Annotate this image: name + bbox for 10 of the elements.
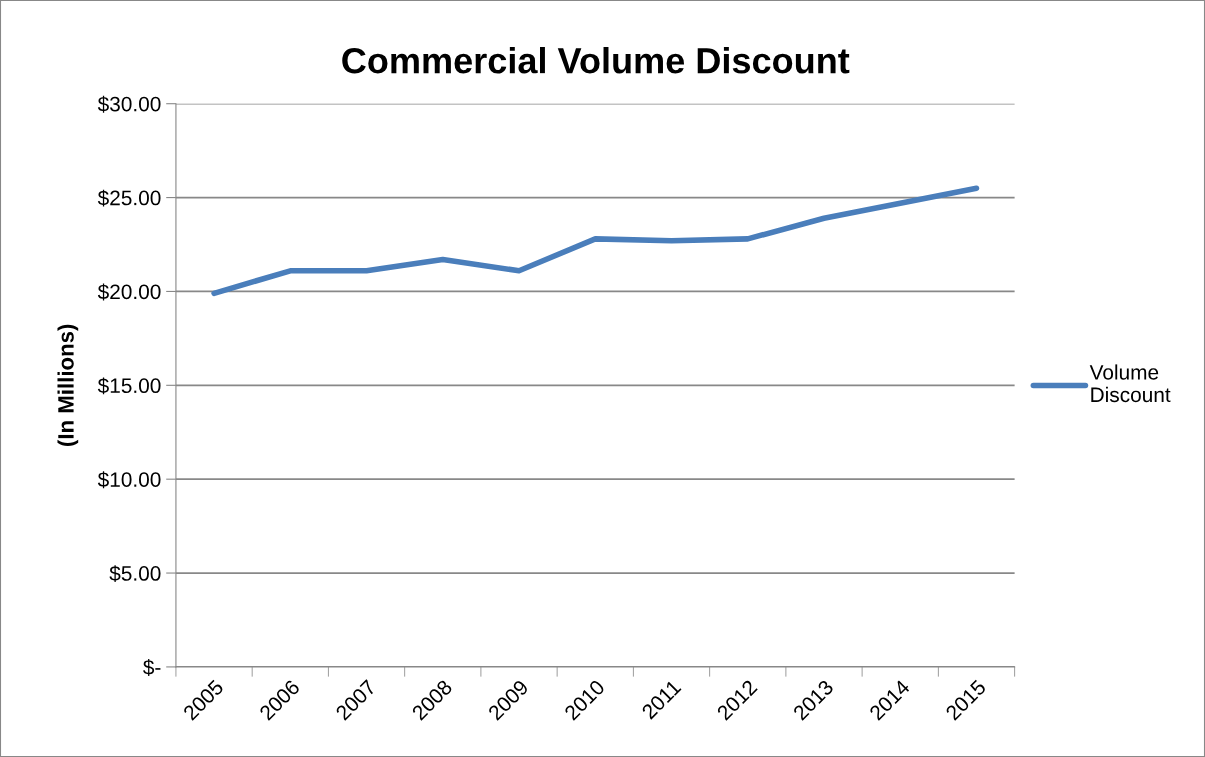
- y-tick-label: $30.00: [97, 95, 161, 113]
- legend-label: Volume Discount: [1089, 364, 1171, 403]
- y-tick-label: $10.00: [97, 471, 161, 489]
- y-axis-title: (In Millions): [57, 324, 79, 446]
- y-tick-label: $25.00: [97, 189, 161, 207]
- y-tick-label: $20.00: [97, 283, 161, 301]
- y-tick-label: $15.00: [97, 377, 161, 395]
- y-tick-label: $5.00: [109, 565, 161, 583]
- y-tick-label: $-: [143, 659, 161, 676]
- chart-title: Commercial Volume Discount: [342, 46, 850, 74]
